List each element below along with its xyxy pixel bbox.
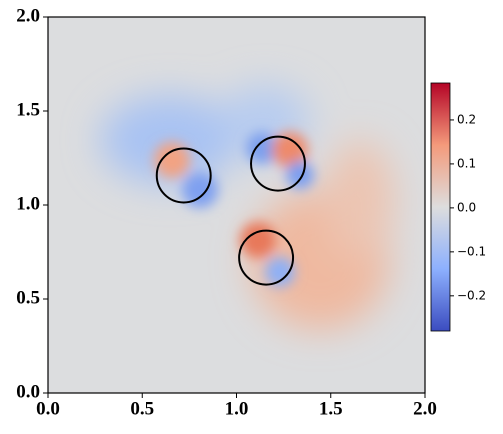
- y-tick-label: 1.0: [16, 193, 40, 214]
- circle: [155, 147, 212, 204]
- colorbar-tick-label: 0.2: [457, 112, 476, 126]
- x-tick-label: 0.5: [130, 398, 154, 419]
- x-tick-label: 1.5: [319, 398, 343, 419]
- colorbar-tick-label: −0.2: [457, 288, 486, 302]
- circle-shading: [154, 132, 314, 287]
- x-tick-label: 2.0: [413, 398, 437, 419]
- colorbar-tick-label: −0.1: [457, 244, 486, 258]
- colorbar: [430, 82, 451, 332]
- colorbar-tick-label: 0.1: [457, 156, 476, 170]
- circle: [250, 135, 306, 192]
- y-tick-label: 0.5: [16, 287, 40, 308]
- x-tick-label: 0.0: [36, 398, 60, 419]
- x-tick-label: 1.0: [225, 398, 249, 419]
- circle: [238, 229, 295, 286]
- y-tick-label: 2.0: [16, 5, 40, 26]
- y-tick-label: 0.0: [16, 381, 40, 402]
- y-tick-label: 1.5: [16, 99, 40, 120]
- field: [48, 17, 425, 393]
- colorbar-tick-label: 0.0: [457, 200, 476, 214]
